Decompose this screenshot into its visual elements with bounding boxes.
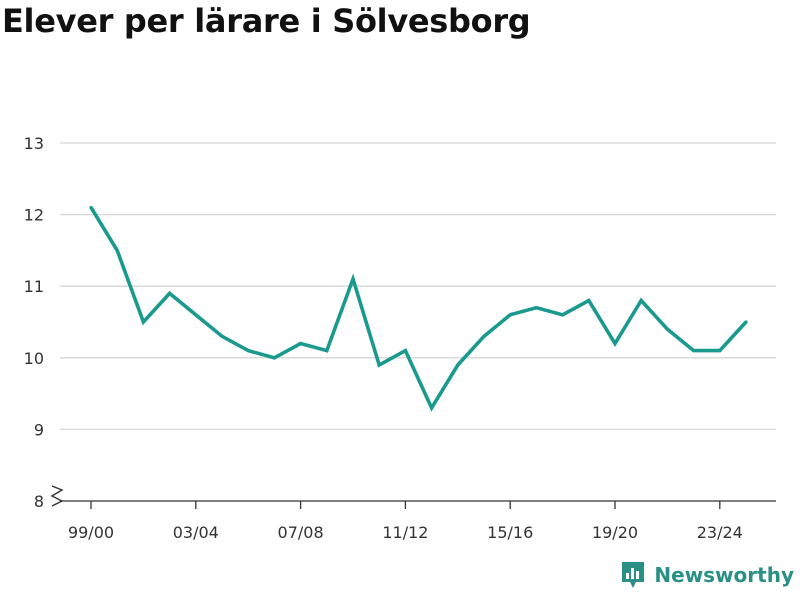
data-point-08/09 bbox=[325, 349, 329, 353]
y-tick-label: 11 bbox=[24, 277, 44, 296]
series-line-0 bbox=[89, 206, 748, 412]
data-point-22/23 bbox=[692, 349, 696, 353]
x-tick-label: 19/20 bbox=[592, 523, 638, 542]
data-point-04/05 bbox=[220, 334, 224, 338]
data-point-17/18 bbox=[561, 313, 565, 317]
newsworthy-logo-icon bbox=[622, 562, 645, 588]
y-axis-labels: 8 9 10 11 12 13 bbox=[24, 134, 44, 511]
data-point-13/14 bbox=[456, 363, 460, 367]
y-tick-label: 10 bbox=[24, 349, 44, 368]
chart-title: Elever per lärare i Sölvesborg bbox=[2, 2, 531, 40]
data-point-00/01 bbox=[115, 248, 119, 252]
data-point-23/24 bbox=[718, 349, 722, 353]
data-point-01/02 bbox=[141, 320, 145, 324]
series-layer bbox=[89, 205, 748, 412]
x-tick-label: 23/24 bbox=[697, 523, 743, 542]
axis-break-icon bbox=[50, 485, 64, 507]
data-point-21/22 bbox=[665, 327, 670, 331]
data-point-12/13 bbox=[430, 406, 434, 410]
x-tick-label: 11/12 bbox=[382, 523, 428, 542]
data-point-03/04 bbox=[194, 313, 198, 317]
x-tick-label: 03/04 bbox=[173, 523, 219, 542]
data-point-15/16 bbox=[508, 313, 512, 317]
y-tick-label: 8 bbox=[34, 492, 44, 511]
y-tick-label: 9 bbox=[34, 420, 44, 439]
data-point-11/12 bbox=[403, 349, 407, 353]
gridlines bbox=[60, 142, 776, 431]
y-tick-label: 12 bbox=[24, 206, 44, 225]
brand: Newsworthy bbox=[620, 560, 794, 590]
data-point-09/10 bbox=[351, 277, 355, 281]
x-tick-label: 99/00 bbox=[68, 523, 114, 542]
x-tick-label: 15/16 bbox=[487, 523, 533, 542]
data-point-19/20 bbox=[613, 341, 617, 346]
data-point-05/06 bbox=[246, 349, 250, 353]
data-point-20/21 bbox=[639, 298, 643, 303]
data-point-07/08 bbox=[299, 341, 303, 346]
data-point-99/00 bbox=[89, 205, 93, 210]
data-point-06/07 bbox=[272, 356, 276, 360]
x-axis: 99/00 03/04 07/08 11/12 15/16 19/20 23/24 bbox=[50, 485, 776, 542]
data-point-14/15 bbox=[482, 334, 486, 338]
data-point-18/19 bbox=[587, 298, 591, 303]
brand-name: Newsworthy bbox=[654, 563, 794, 587]
data-point-10/11 bbox=[377, 363, 381, 367]
data-point-16/17 bbox=[534, 306, 539, 310]
data-point-02/03 bbox=[168, 291, 172, 295]
data-point-24/25 bbox=[744, 320, 748, 324]
y-tick-label: 13 bbox=[24, 134, 44, 153]
x-tick-label: 07/08 bbox=[278, 523, 324, 542]
